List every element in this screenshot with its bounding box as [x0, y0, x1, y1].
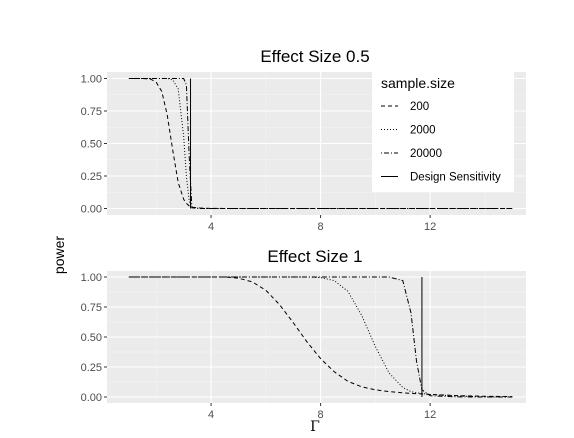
x-tick-label-1: 8	[318, 221, 324, 233]
chart-title-bottom: Effect Size 1	[267, 247, 362, 266]
y-tick-label-4: 1.00	[81, 272, 102, 284]
legend-label-0: 200	[410, 101, 429, 113]
legend-title: sample.size	[381, 75, 455, 91]
panel-bottom-grid	[107, 271, 526, 403]
x-axis-label: Γ	[310, 419, 320, 435]
legend-background	[372, 72, 514, 192]
panel-bottom-x-ticks: 4 8 12	[208, 403, 436, 421]
y-tick-label-0: 0.00	[81, 204, 102, 216]
x-tick-label-1: 8	[318, 409, 324, 421]
series-line-2000	[128, 276, 513, 398]
chart-title-top: Effect Size 0.5	[260, 47, 369, 66]
y-tick-label-2: 0.50	[81, 139, 102, 151]
y-tick-label-1: 0.25	[81, 171, 102, 183]
y-tick-label-3: 0.75	[81, 302, 102, 314]
panel-bottom-y-ticks: 0.00 0.25 0.50 0.75 1.00	[81, 272, 107, 404]
series-line-20000	[128, 78, 513, 209]
x-tick-label-2: 12	[424, 221, 436, 233]
x-tick-label-2: 12	[424, 409, 436, 421]
panel-top-lines	[128, 78, 513, 209]
legend-label-2: 20000	[410, 148, 442, 160]
legend-label-3: Design Sensitivity	[410, 172, 501, 184]
y-tick-label-3: 0.75	[81, 106, 102, 118]
series-line-200	[128, 78, 513, 209]
x-tick-label-0: 4	[208, 221, 214, 233]
legend: sample.size 200 2000 20000 Design Sensitivi…	[372, 72, 514, 192]
series-line-200	[128, 276, 513, 398]
legend-label-1: 2000	[410, 125, 436, 137]
y-tick-label-2: 0.50	[81, 332, 102, 344]
y-axis-label: power	[51, 236, 67, 274]
panel-bottom-lines	[128, 276, 513, 398]
panel-top-y-ticks: 0.00 0.25 0.50 0.75 1.00	[81, 74, 107, 216]
y-tick-label-0: 0.00	[81, 392, 102, 404]
x-tick-label-0: 4	[208, 409, 214, 421]
panel-top-x-ticks: 4 8 12	[208, 215, 436, 233]
y-tick-label-1: 0.25	[81, 362, 102, 374]
y-tick-label-4: 1.00	[81, 74, 102, 86]
